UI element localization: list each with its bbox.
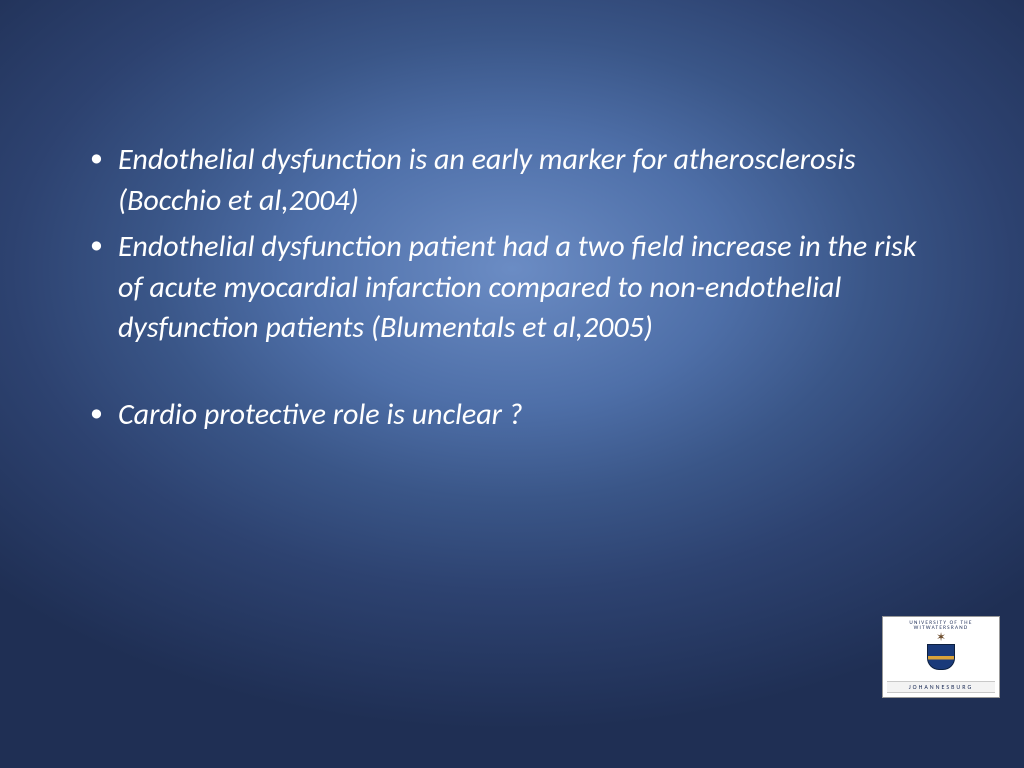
shield-icon (927, 644, 955, 670)
slide: Endothelial dysfunction is an early mark… (0, 0, 1024, 768)
university-logo: UNIVERSITY OF THE WITWATERSRAND ✶ JOHANN… (882, 616, 1000, 698)
bullet-item: Cardio protective role is unclear ? (80, 395, 944, 436)
antlers-icon: ✶ (936, 634, 946, 644)
logo-bottom-text: JOHANNESBURG (887, 681, 995, 693)
logo-crest-icon: ✶ (919, 634, 963, 678)
bullet-item: Endothelial dysfunction patient had a tw… (80, 227, 944, 349)
bullet-list: Endothelial dysfunction is an early mark… (80, 140, 944, 435)
bullet-item: Endothelial dysfunction is an early mark… (80, 140, 944, 221)
logo-top-text: UNIVERSITY OF THE WITWATERSRAND (884, 621, 997, 631)
slide-content: Endothelial dysfunction is an early mark… (80, 140, 944, 441)
